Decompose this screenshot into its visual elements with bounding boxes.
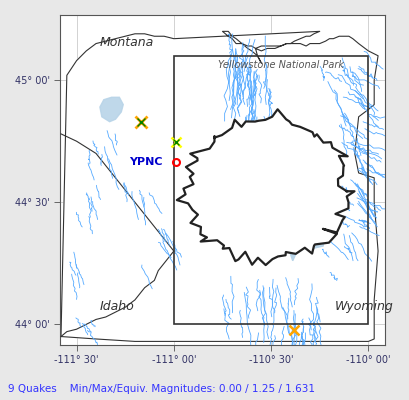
Bar	[173, 56, 367, 324]
Polygon shape	[100, 97, 123, 122]
Text: YPNC: YPNC	[128, 157, 162, 167]
Polygon shape	[176, 109, 354, 265]
Polygon shape	[256, 220, 283, 245]
Text: 9 Quakes    Min/Max/Equiv. Magnitudes: 0.00 / 1.25 / 1.631: 9 Quakes Min/Max/Equiv. Magnitudes: 0.00…	[8, 384, 315, 394]
Text: Montana: Montana	[100, 36, 154, 49]
Text: Idaho: Idaho	[100, 300, 134, 313]
Text: Wyoming: Wyoming	[335, 300, 393, 313]
Text: Yellowstone National Park: Yellowstone National Park	[217, 60, 343, 70]
Polygon shape	[261, 185, 337, 261]
Polygon shape	[61, 31, 377, 342]
